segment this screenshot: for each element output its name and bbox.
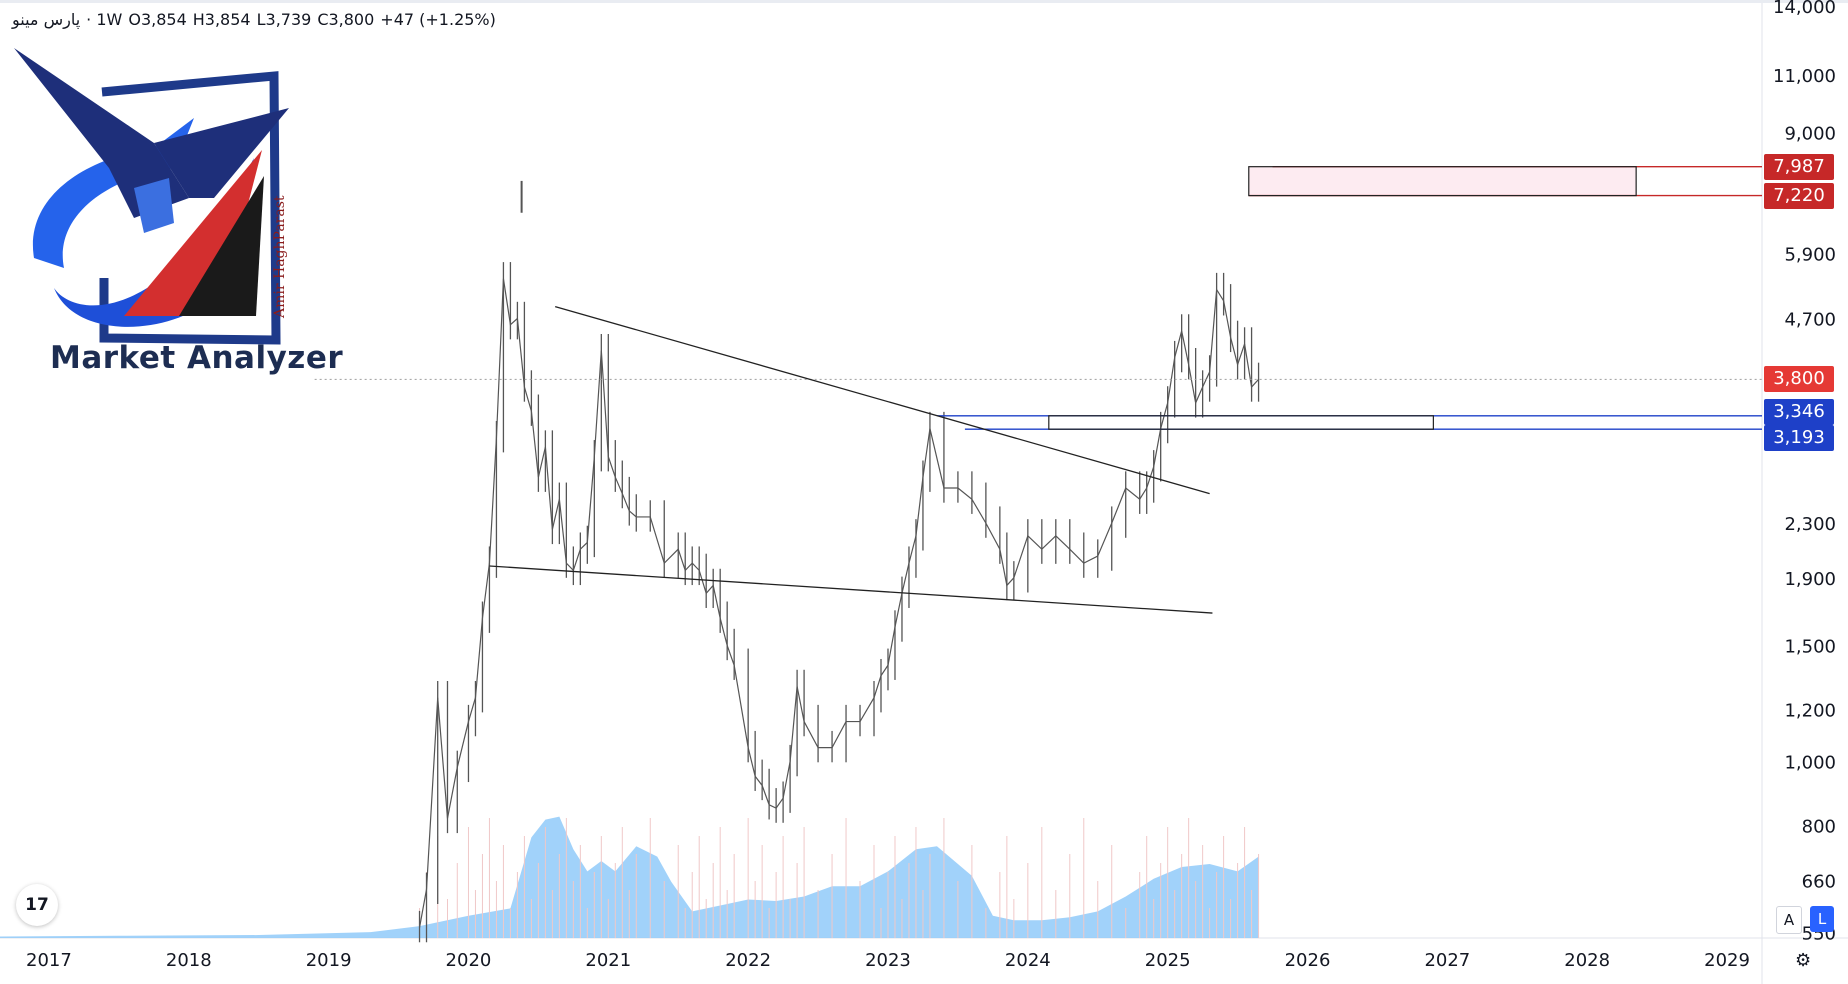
x-tick-label: 2020 [446,950,492,971]
y-tick-label: 11,000 [1773,66,1836,87]
trendline [489,565,1213,614]
log-scale-button[interactable]: L [1810,906,1834,932]
x-tick-label: 2017 [26,950,72,971]
x-tick-label: 2025 [1145,950,1191,971]
price-label-support: 3,346 [1764,398,1834,425]
price-label-support: 3,193 [1764,425,1834,452]
gear-icon[interactable]: ⚙ [1795,950,1812,970]
y-tick-label: 1,500 [1784,636,1836,657]
support-zone [1048,415,1434,430]
change-value: +47 (+1.25%) [380,10,496,29]
x-tick-label: 2026 [1285,950,1331,971]
price-label-current: 3,800 [1764,366,1834,393]
x-tick-label: 2019 [306,950,352,971]
y-tick-label: 1,900 [1784,569,1836,590]
y-tick-label: 1,000 [1784,753,1836,774]
x-tick-label: 2018 [166,950,212,971]
price-line [418,278,1260,928]
chart-header: پارس مینو · 1W O3,854 H3,854 L3,739 C3,8… [12,10,496,29]
y-tick-label: 5,900 [1784,244,1836,265]
tradingview-logo[interactable]: 17 [16,884,58,926]
open-value: O3,854 [128,10,187,29]
y-tick-label: 2,300 [1784,514,1836,535]
x-tick-label: 2027 [1424,950,1470,971]
symbol-name[interactable]: پارس مینو [12,10,81,29]
x-tick-label: 2022 [725,950,771,971]
auto-scale-button[interactable]: A [1776,906,1802,934]
price-label-resistance: 7,987 [1764,153,1834,180]
interval-label[interactable]: · 1W [86,10,123,29]
x-tick-label: 2028 [1564,950,1610,971]
trendline [554,305,1210,495]
y-tick-label: 14,000 [1773,0,1836,18]
y-tick-label: 800 [1802,816,1836,837]
x-tick-label: 2021 [585,950,631,971]
y-tick-label: 660 [1802,872,1836,893]
top-border [0,0,1848,3]
brand-title: Market Analyzer [50,340,344,376]
y-tick-label: 4,700 [1784,310,1836,331]
market-analyzer-logo: Amir HaghParast [14,48,289,345]
x-tick-label: 2029 [1704,950,1750,971]
close-value: C3,800 [317,10,375,29]
x-tick-label: 2023 [865,950,911,971]
logo-signature-text: Amir HaghParast [272,195,288,319]
price-label-resistance: 7,220 [1764,182,1834,209]
low-value: L3,739 [256,10,312,29]
high-value: H3,854 [192,10,251,29]
x-tick-label: 2024 [1005,950,1051,971]
y-tick-label: 1,200 [1784,700,1836,721]
y-tick-label: 9,000 [1784,123,1836,144]
resistance-zone [1248,166,1637,197]
